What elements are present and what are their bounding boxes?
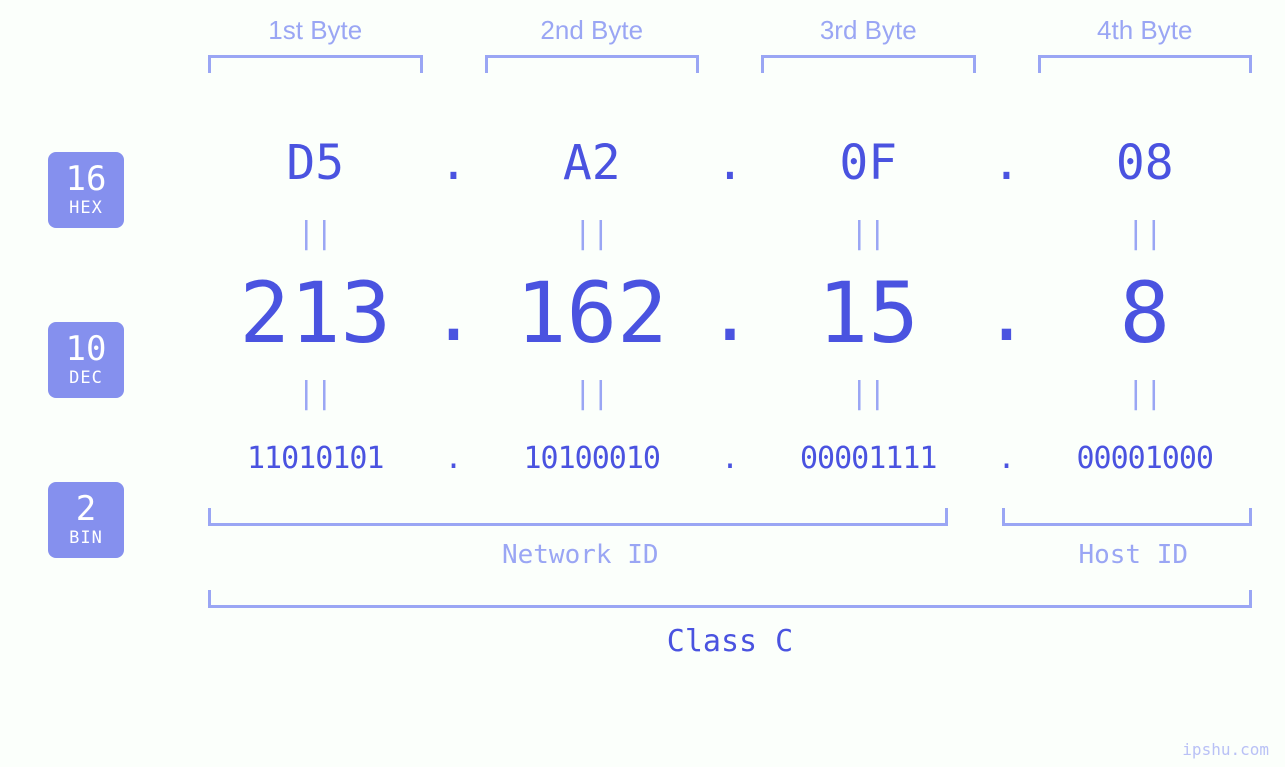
equals-icon: || bbox=[1030, 376, 1261, 411]
dec-byte-3: 15 bbox=[753, 264, 984, 362]
equals-row: || || || || bbox=[200, 368, 1260, 418]
equals-icon: || bbox=[1030, 216, 1261, 251]
equals-icon: || bbox=[477, 216, 708, 251]
bin-byte-2: 10100010 bbox=[477, 441, 708, 476]
badge-hex: 16 HEX bbox=[48, 152, 124, 228]
badge-bin-base: 2 bbox=[76, 492, 96, 526]
dec-row: 213 . 162 . 15 . 8 bbox=[200, 258, 1260, 368]
byte-bracket bbox=[761, 55, 976, 73]
bin-byte-1: 11010101 bbox=[200, 441, 431, 476]
byte-bracket bbox=[208, 55, 423, 73]
class-label: Class C bbox=[200, 616, 1260, 676]
equals-row: || || || || bbox=[200, 208, 1260, 258]
byte-header-3: 3rd Byte bbox=[753, 15, 984, 46]
dot-separator: . bbox=[431, 269, 477, 358]
byte-brackets-row bbox=[200, 50, 1260, 78]
diagram-grid: 1st Byte 2nd Byte 3rd Byte 4th Byte D5 .… bbox=[200, 0, 1260, 676]
dot-separator: . bbox=[984, 441, 1030, 476]
hex-byte-2: A2 bbox=[477, 135, 708, 191]
hex-byte-4: 08 bbox=[1030, 135, 1261, 191]
hex-byte-3: 0F bbox=[753, 135, 984, 191]
badge-dec-label: DEC bbox=[69, 368, 103, 388]
bin-byte-4: 00001000 bbox=[1030, 441, 1261, 476]
byte-header-1: 1st Byte bbox=[200, 15, 431, 46]
dot-separator: . bbox=[984, 269, 1030, 358]
dot-separator: . bbox=[431, 441, 477, 476]
network-id-bracket bbox=[208, 508, 948, 526]
byte-bracket bbox=[1038, 55, 1253, 73]
dot-separator: . bbox=[707, 441, 753, 476]
badge-dec-base: 10 bbox=[66, 332, 107, 366]
watermark: ipshu.com bbox=[1182, 740, 1269, 759]
network-id-label: Network ID bbox=[200, 540, 961, 570]
byte-header-4: 4th Byte bbox=[1030, 15, 1261, 46]
dot-separator: . bbox=[707, 269, 753, 358]
dot-separator: . bbox=[984, 135, 1030, 191]
badge-bin-label: BIN bbox=[69, 528, 103, 548]
equals-icon: || bbox=[200, 376, 431, 411]
class-bracket bbox=[208, 590, 1252, 608]
byte-bracket bbox=[485, 55, 700, 73]
id-labels-row: Network ID Host ID bbox=[200, 534, 1260, 590]
dot-separator: . bbox=[431, 135, 477, 191]
id-brackets-row bbox=[200, 508, 1260, 534]
badge-bin: 2 BIN bbox=[48, 482, 124, 558]
class-bracket-row bbox=[200, 590, 1260, 616]
dot-separator: . bbox=[707, 135, 753, 191]
byte-header-2: 2nd Byte bbox=[477, 15, 708, 46]
equals-icon: || bbox=[753, 376, 984, 411]
byte-header-row: 1st Byte 2nd Byte 3rd Byte 4th Byte bbox=[200, 0, 1260, 50]
badge-hex-label: HEX bbox=[69, 198, 103, 218]
host-id-bracket bbox=[1002, 508, 1253, 526]
equals-icon: || bbox=[477, 376, 708, 411]
dec-byte-1: 213 bbox=[200, 264, 431, 362]
equals-icon: || bbox=[753, 216, 984, 251]
bin-byte-3: 00001111 bbox=[753, 441, 984, 476]
badge-hex-base: 16 bbox=[66, 162, 107, 196]
dec-byte-4: 8 bbox=[1030, 264, 1261, 362]
hex-byte-1: D5 bbox=[200, 135, 431, 191]
badge-dec: 10 DEC bbox=[48, 322, 124, 398]
dec-byte-2: 162 bbox=[477, 264, 708, 362]
host-id-label: Host ID bbox=[1007, 540, 1261, 570]
hex-row: D5 . A2 . 0F . 08 bbox=[200, 118, 1260, 208]
bin-row: 11010101 . 10100010 . 00001111 . 0000100… bbox=[200, 418, 1260, 498]
equals-icon: || bbox=[200, 216, 431, 251]
